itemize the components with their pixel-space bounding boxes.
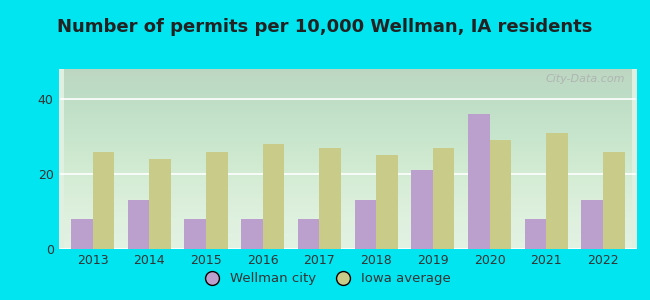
Bar xyxy=(354,200,376,249)
Text: City-Data.com: City-Data.com xyxy=(546,74,625,84)
Bar xyxy=(489,140,511,249)
Bar xyxy=(525,219,546,249)
Bar xyxy=(468,114,489,249)
Bar xyxy=(150,159,171,249)
Bar xyxy=(298,219,319,249)
Text: Number of permits per 10,000 Wellman, IA residents: Number of permits per 10,000 Wellman, IA… xyxy=(57,18,593,36)
Legend: Wellman city, Iowa average: Wellman city, Iowa average xyxy=(194,267,456,290)
Bar xyxy=(206,152,228,249)
Bar xyxy=(411,170,433,249)
Bar xyxy=(92,152,114,249)
Bar xyxy=(376,155,398,249)
Bar xyxy=(185,219,206,249)
Bar xyxy=(319,148,341,249)
Bar xyxy=(71,219,92,249)
Bar xyxy=(603,152,625,249)
Bar xyxy=(581,200,603,249)
Bar xyxy=(546,133,568,249)
Bar xyxy=(263,144,284,249)
Bar xyxy=(241,219,263,249)
Bar xyxy=(127,200,150,249)
Bar xyxy=(433,148,454,249)
